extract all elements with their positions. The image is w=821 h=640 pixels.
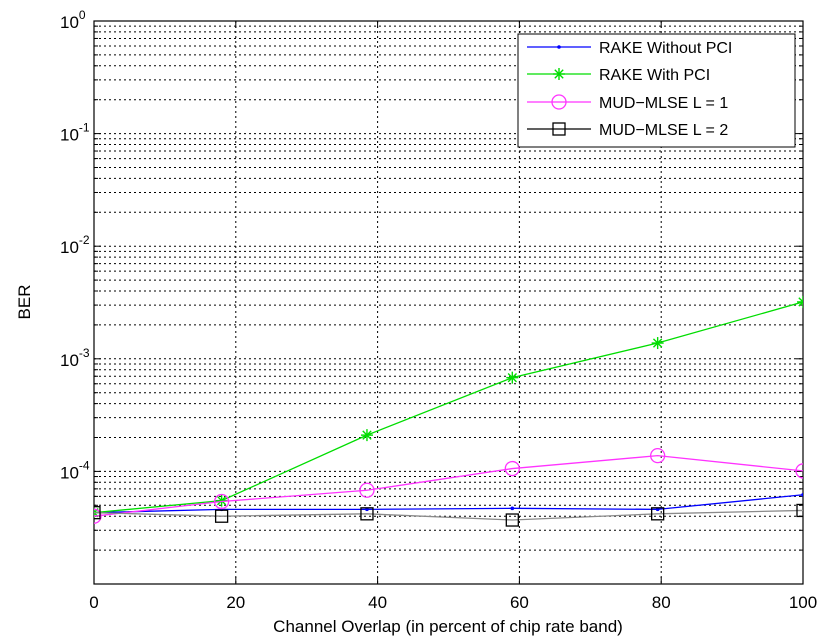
legend-marker: [557, 45, 561, 49]
data-point: [359, 482, 375, 498]
y-tick-exponent: -4: [79, 458, 90, 472]
x-tick-label: 100: [789, 593, 817, 612]
legend: RAKE Without PCI RAKE With PCI MUD−MLSE L …: [517, 33, 796, 148]
y-axis-label: BER: [15, 285, 34, 320]
series-4: [94, 503, 803, 527]
data-point: [655, 507, 660, 512]
legend-marker: [552, 122, 566, 136]
series-line: [94, 494, 803, 514]
data-point: [94, 506, 101, 520]
data-point: [506, 371, 519, 384]
series-group: [94, 295, 803, 527]
data-point: [365, 507, 369, 512]
y-tick-base: 10: [60, 126, 79, 145]
star-stroke: [798, 300, 803, 307]
data-point: [214, 509, 229, 523]
y-tick-exponent: -2: [79, 233, 90, 247]
star-stroke: [507, 372, 518, 383]
legend-label: MUD−MLSE L = 2: [599, 122, 728, 139]
data-point: [360, 507, 374, 521]
y-tick-base: 10: [60, 13, 79, 32]
series-line: [94, 301, 803, 514]
x-tick-label: 40: [368, 593, 387, 612]
data-point: [504, 460, 520, 477]
legend-label: MUD−MLSE L = 1: [599, 95, 728, 112]
legend-entry: RAKE With PCI: [527, 67, 710, 84]
data-point: [651, 507, 665, 521]
y-tick-label: 10-4: [60, 458, 90, 482]
y-tick-exponent: -1: [79, 121, 90, 135]
series-line: [94, 509, 803, 521]
series-line: [94, 454, 803, 517]
data-point: [796, 503, 803, 518]
legend-marker: [553, 68, 565, 80]
star-stroke: [554, 69, 564, 79]
data-point: [650, 447, 666, 464]
data-point: [213, 493, 230, 510]
y-tick-label: 10-3: [60, 346, 90, 370]
data-point: [510, 506, 515, 511]
y-tick-exponent: 0: [79, 8, 86, 22]
x-tick-label: 80: [652, 593, 671, 612]
x-axis-label: Channel Overlap (in percent of chip rate…: [273, 617, 623, 636]
y-tick-label: 10-1: [60, 121, 90, 145]
y-tick-base: 10: [60, 238, 79, 257]
legend-marker: [551, 94, 567, 110]
legend-label: RAKE Without PCI: [599, 40, 732, 57]
legend-entry: MUD−MLSE L = 2: [527, 122, 728, 139]
x-tick-label: 60: [510, 593, 529, 612]
y-tick-exponent: -3: [79, 346, 90, 360]
x-tick-label: 20: [226, 593, 245, 612]
data-point: [795, 463, 803, 479]
star-stroke: [798, 297, 803, 303]
legend-label: RAKE With PCI: [599, 67, 710, 84]
data-point: [797, 295, 803, 308]
legend-box: [517, 33, 796, 148]
legend-entry: RAKE Without PCI: [527, 40, 732, 57]
data-point: [505, 513, 519, 527]
series-3: [94, 447, 803, 524]
data-point: [360, 429, 373, 442]
star-stroke: [216, 495, 227, 506]
y-tick-label: 10-2: [60, 233, 90, 257]
y-tick-base: 10: [60, 463, 79, 482]
data-point: [94, 508, 102, 524]
y-tick-base: 10: [60, 351, 79, 370]
data-point: [651, 337, 664, 350]
series-2: [94, 295, 803, 519]
data-point: [801, 492, 803, 497]
y-tick-label: 100: [60, 8, 86, 32]
star-stroke: [362, 430, 372, 440]
x-tick-label: 0: [89, 593, 98, 612]
star-stroke: [652, 338, 663, 348]
legend-entry: MUD−MLSE L = 1: [527, 94, 728, 112]
